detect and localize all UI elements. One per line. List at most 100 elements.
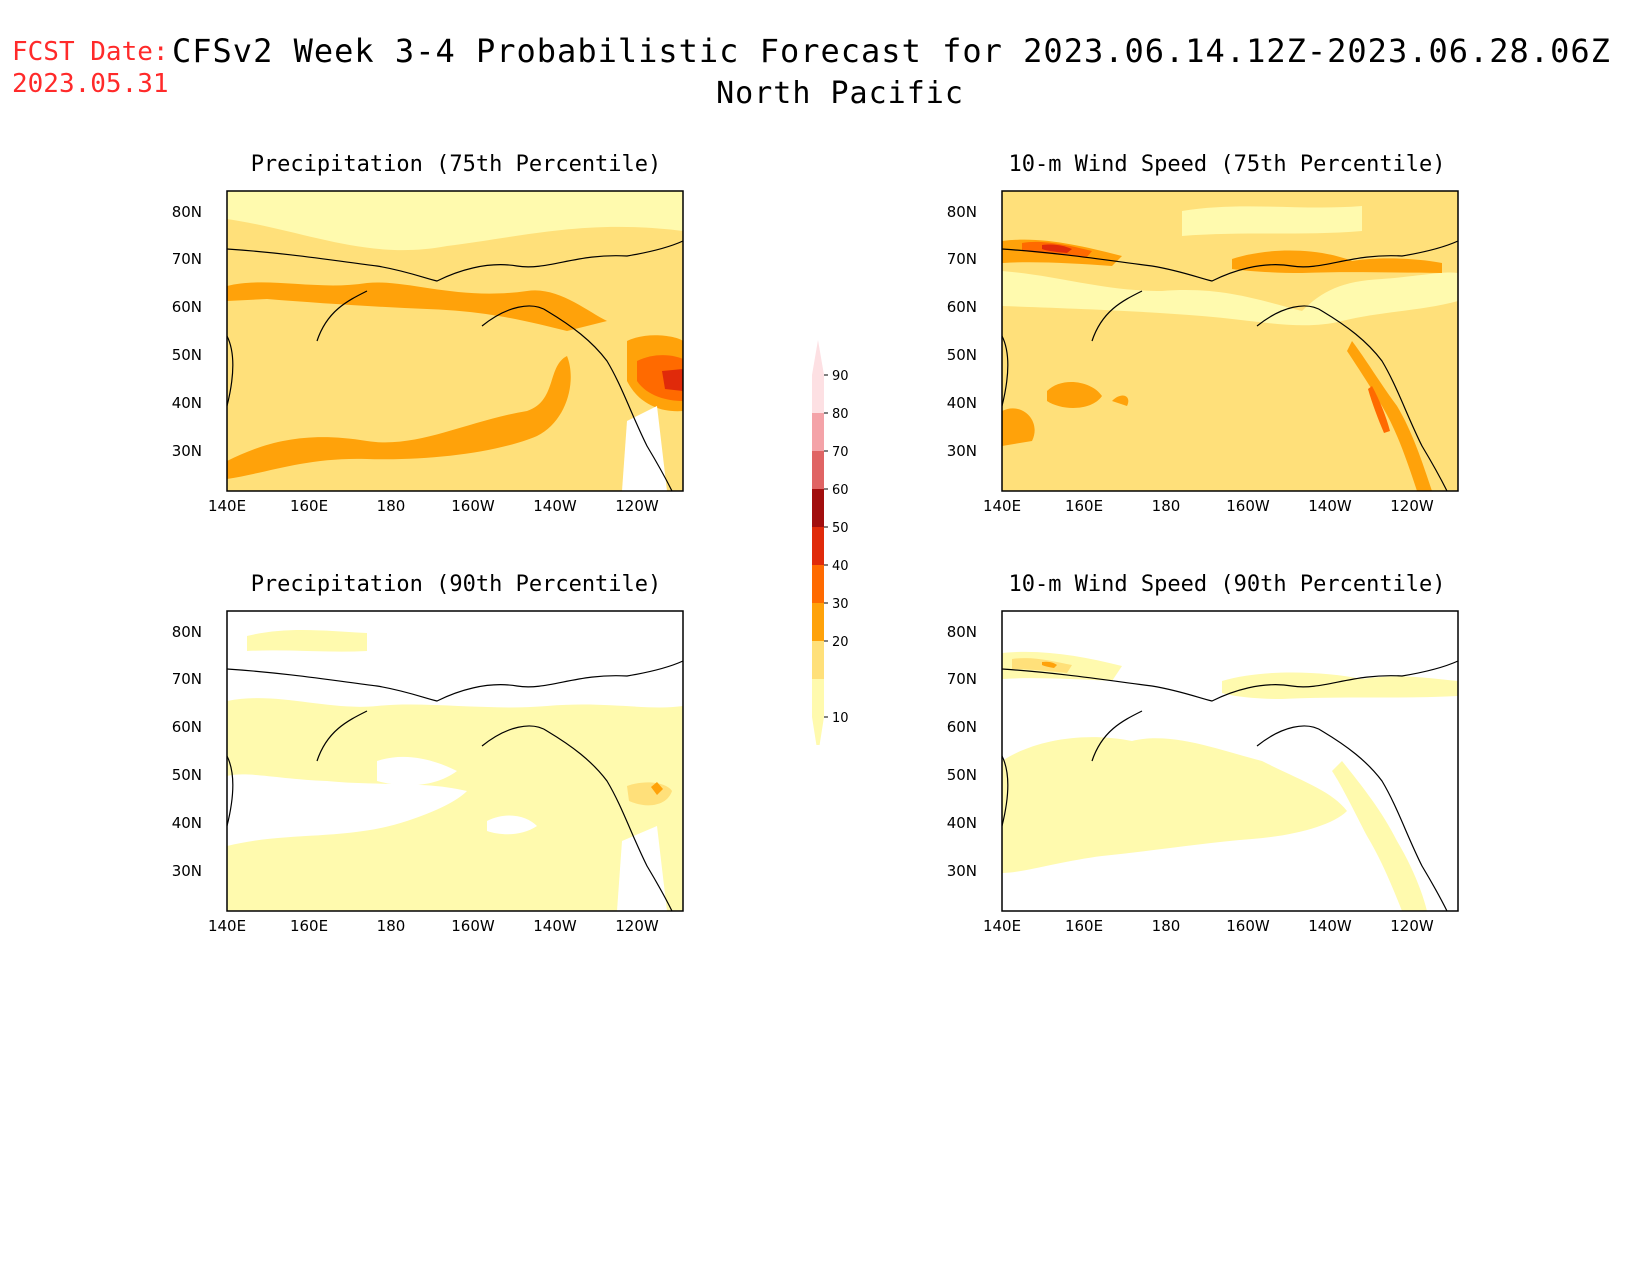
colorbar-tick-label: 20 [832, 635, 849, 650]
wind-10-band [1182, 206, 1362, 236]
wind-30-band [1002, 381, 1129, 446]
lat-label: 30N [947, 862, 977, 880]
lat-label: 60N [947, 718, 977, 736]
lon-label: 140W [1308, 917, 1352, 935]
lat-label: 30N [172, 442, 202, 460]
colorbar-swatch [812, 603, 824, 641]
precip-10-band [247, 629, 367, 652]
lon-label: 120W [1390, 917, 1434, 935]
colorbar-tick-label: 60 [832, 483, 849, 498]
colorbar-top-triangle [812, 340, 824, 375]
lat-label: 70N [172, 670, 202, 688]
lat-label: 30N [947, 442, 977, 460]
lon-label: 160E [290, 917, 328, 935]
x-axis: 140E 160E 180 160W 140W 120W [208, 497, 659, 515]
lat-label: 60N [947, 298, 977, 316]
wind-10-band [1002, 737, 1347, 873]
precip-none-area [622, 406, 667, 491]
colorbar: 90 80 70 60 50 40 30 20 10 [812, 340, 849, 745]
colorbar-tick-label: 10 [832, 711, 849, 726]
x-axis: 140E 160E 180 160W 140W 120W [983, 917, 1434, 935]
forecast-date-block: FCST Date: 2023.05.31 [12, 36, 169, 100]
lon-label: 180 [377, 497, 406, 515]
map-frame [1001, 610, 1459, 912]
lon-label: 140E [983, 917, 1021, 935]
wind-20-band [1012, 658, 1072, 673]
colorbar-swatch [812, 489, 824, 527]
lat-label: 50N [172, 766, 202, 784]
map-precip-75: 80N 70N 60N 50N 40N 30N 140E 160E 180 16… [172, 190, 684, 515]
colorbar-swatch [812, 679, 824, 717]
lon-label: 140E [208, 497, 246, 515]
colorbar-bottom-triangle [812, 717, 824, 745]
lon-label: 160E [1065, 917, 1103, 935]
lat-label: 60N [172, 718, 202, 736]
wind-10-band [1222, 672, 1458, 699]
map-wind-90: 80N 70N 60N 50N 40N 30N 140E 160E 180 16… [947, 610, 1459, 935]
lon-label: 120W [615, 917, 659, 935]
colorbar-tick-label: 40 [832, 559, 849, 574]
lat-label: 30N [172, 862, 202, 880]
fcst-date-value: 2023.05.31 [12, 69, 169, 99]
lat-label: 40N [172, 814, 202, 832]
panel-title-wind-90: 10-m Wind Speed (90th Percentile) [1008, 572, 1446, 597]
lon-label: 160W [451, 917, 495, 935]
lon-label: 160W [1226, 497, 1270, 515]
lat-label: 70N [947, 670, 977, 688]
lon-label: 160W [1226, 917, 1270, 935]
wind-10-band [1002, 271, 1458, 326]
region-title: North Pacific [716, 76, 964, 111]
coastline [1001, 240, 1459, 492]
lon-label: 120W [615, 497, 659, 515]
map-background [1002, 191, 1458, 491]
lon-label: 140W [533, 917, 577, 935]
x-axis: 140E 160E 180 160W 140W 120W [983, 497, 1434, 515]
lat-label: 40N [947, 394, 977, 412]
colorbar-tick-label: 30 [832, 597, 849, 612]
colorbar-tick-label: 80 [832, 407, 849, 422]
colorbar-swatch [812, 451, 824, 489]
lat-label: 50N [947, 346, 977, 364]
lat-label: 80N [947, 203, 977, 221]
lon-label: 160E [1065, 497, 1103, 515]
panel-title-precip-90: Precipitation (90th Percentile) [250, 572, 662, 597]
colorbar-swatch [812, 413, 824, 451]
lon-label: 180 [1152, 497, 1181, 515]
precip-50-band [662, 369, 683, 391]
colorbar-tick-label: 90 [832, 369, 849, 384]
lon-label: 160W [451, 497, 495, 515]
lat-label: 80N [947, 623, 977, 641]
lat-label: 80N [172, 623, 202, 641]
lon-label: 160E [290, 497, 328, 515]
y-axis: 80N 70N 60N 50N 40N 30N [172, 203, 202, 460]
map-frame [226, 190, 684, 492]
colorbar-swatch [812, 375, 824, 413]
colorbar-swatch [812, 527, 824, 565]
precip-10-band [227, 698, 683, 911]
lon-label: 140E [983, 497, 1021, 515]
lon-label: 140E [208, 917, 246, 935]
precip-30-band [651, 782, 663, 795]
precip-none-area [377, 756, 537, 835]
y-axis: 80N 70N 60N 50N 40N 30N [947, 203, 977, 460]
coastline [1001, 660, 1459, 912]
lat-label: 40N [172, 394, 202, 412]
lon-label: 140W [1308, 497, 1352, 515]
lat-label: 60N [172, 298, 202, 316]
colorbar-swatch [812, 641, 824, 679]
lat-label: 50N [172, 346, 202, 364]
lon-label: 140W [533, 497, 577, 515]
lon-label: 120W [1390, 497, 1434, 515]
colorbar-swatch [812, 565, 824, 603]
map-precip-90: 80N 70N 60N 50N 40N 30N 140E 160E 180 16… [172, 610, 684, 935]
y-axis: 80N 70N 60N 50N 40N 30N [947, 623, 977, 880]
lon-label: 180 [1152, 917, 1181, 935]
fcst-date-label: FCST Date: [12, 37, 169, 67]
wind-50-band [1042, 244, 1072, 253]
map-wind-75: 80N 70N 60N 50N 40N 30N 140E 160E 180 16… [947, 190, 1459, 515]
lat-label: 80N [172, 203, 202, 221]
lat-label: 50N [947, 766, 977, 784]
precip-none-area [617, 826, 667, 911]
lat-label: 40N [947, 814, 977, 832]
wind-10-band [1332, 761, 1427, 911]
